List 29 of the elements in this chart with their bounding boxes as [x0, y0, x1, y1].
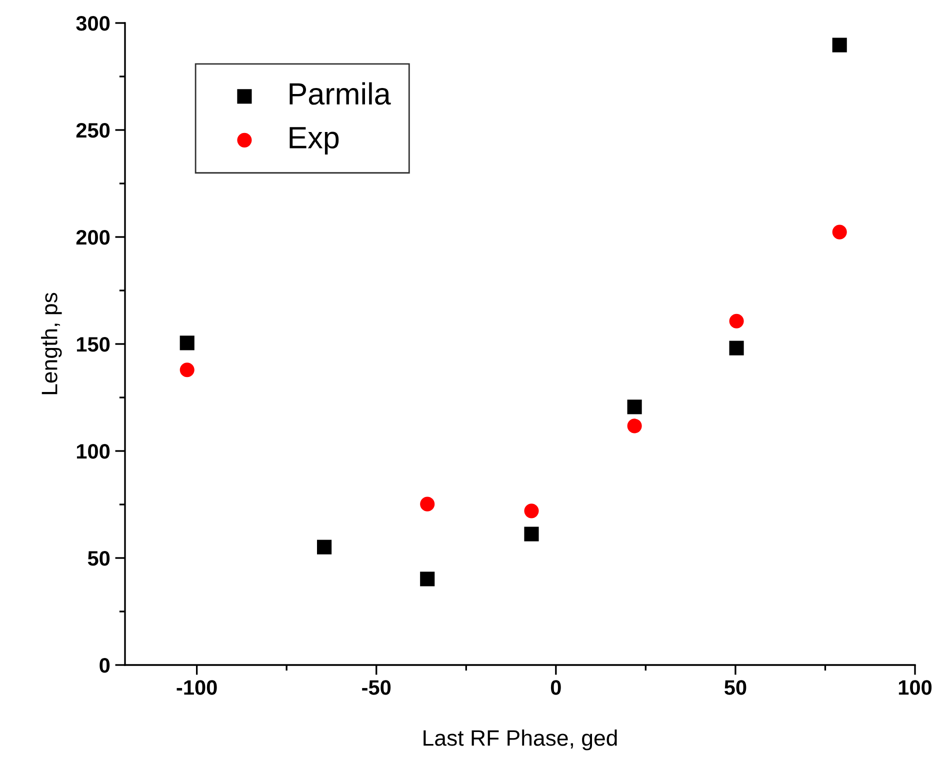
point: [180, 362, 194, 378]
y-tick-label: 300: [76, 16, 110, 31]
point: [317, 540, 332, 554]
point: [832, 38, 847, 52]
x-tick-label: 50: [724, 680, 746, 695]
y-tick-label: 150: [76, 337, 110, 352]
point: [627, 418, 642, 434]
x-axis-title: Last RF Phase, ged: [424, 730, 617, 750]
y-tick-label: 250: [76, 123, 110, 138]
x-tick-label: -50: [362, 680, 391, 695]
point: [420, 496, 435, 512]
legend-label: Parmila: [290, 82, 391, 105]
point: [832, 224, 847, 240]
x-tick-label: 0: [550, 680, 561, 695]
point: [420, 572, 435, 586]
x-tick-label: 100: [898, 680, 932, 695]
point: [729, 340, 744, 356]
point: [627, 400, 642, 414]
y-tick-label: 200: [76, 230, 110, 245]
point: [729, 314, 744, 328]
x-tick-label: -100: [176, 680, 217, 695]
point: [524, 504, 539, 518]
y-axis-title: Length, ps: [41, 292, 62, 394]
point: [524, 526, 539, 542]
point: [180, 336, 194, 350]
y-tick-label: 50: [88, 551, 110, 566]
legend-label: Exp: [290, 127, 339, 155]
y-tick-label: 100: [76, 444, 110, 459]
y-tick-label: 0: [100, 658, 110, 673]
